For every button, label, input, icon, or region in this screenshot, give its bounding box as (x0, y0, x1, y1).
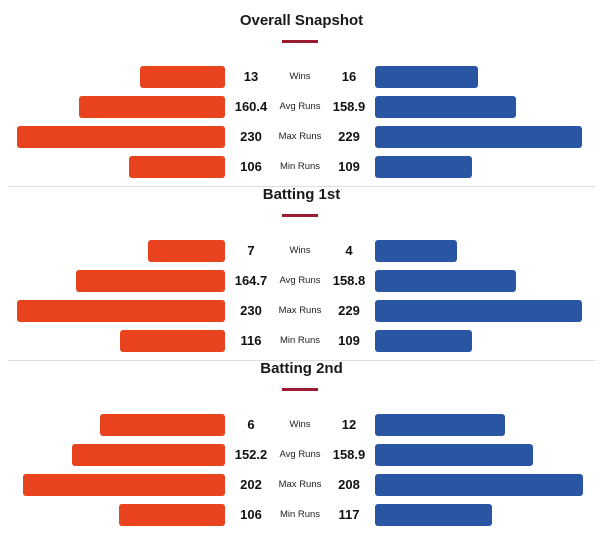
right-value: 158.8 (332, 273, 366, 288)
left-value: 202 (240, 477, 262, 492)
left-bar (129, 156, 225, 178)
right-bar (375, 66, 478, 88)
right-bar (375, 444, 534, 466)
stat-row: 152.2 Avg Runs 158.9 (0, 444, 603, 466)
right-bar (375, 156, 472, 178)
right-value: 158.9 (332, 447, 366, 462)
left-value: 7 (247, 243, 255, 258)
right-value: 158.9 (332, 99, 366, 114)
stat-row: 106 Min Runs 109 (0, 156, 603, 178)
left-value: 106 (240, 507, 262, 522)
section-title: Batting 1st (262, 186, 341, 203)
chart-section: Batting 1st 7 Wins 4 164.7 Avg Runs 158.8 230 Ma… (0, 174, 603, 352)
right-value: 16 (341, 69, 357, 84)
section-title: Batting 2nd (260, 360, 343, 377)
stat-label: Min Runs (279, 161, 321, 172)
right-bar (375, 414, 505, 436)
stat-row: 164.7 Avg Runs 158.8 (0, 270, 603, 292)
stat-row: 230 Max Runs 229 (0, 126, 603, 148)
left-value: 160.4 (234, 99, 268, 114)
stat-row: 230 Max Runs 229 (0, 300, 603, 322)
right-bar (375, 474, 583, 496)
right-bar (375, 330, 472, 352)
left-bar (17, 126, 225, 148)
stat-row: 106 Min Runs 117 (0, 504, 603, 526)
left-value: 230 (240, 129, 262, 144)
left-bar (79, 96, 225, 118)
stat-label: Wins (289, 245, 311, 256)
right-value: 208 (338, 477, 360, 492)
title-underline (282, 40, 318, 43)
right-value: 229 (338, 303, 360, 318)
left-value: 106 (240, 159, 262, 174)
stat-label: Wins (289, 71, 311, 82)
section-title: Overall Snapshot (239, 12, 364, 29)
right-bar (375, 270, 517, 292)
right-bar (375, 96, 517, 118)
stat-row: 116 Min Runs 109 (0, 330, 603, 352)
right-bar (375, 126, 582, 148)
left-bar (72, 444, 225, 466)
left-value: 13 (243, 69, 259, 84)
stat-row: 7 Wins 4 (0, 240, 603, 262)
section-divider (8, 186, 595, 187)
left-value: 164.7 (234, 273, 268, 288)
chart-section: Batting 2nd 6 Wins 12 152.2 Avg Runs 158.9 202 M… (0, 348, 603, 526)
left-bar (23, 474, 225, 496)
right-value: 117 (338, 507, 360, 522)
left-bar (148, 240, 225, 262)
left-bar (17, 300, 225, 322)
stat-row: 13 Wins 16 (0, 66, 603, 88)
right-value: 109 (338, 159, 360, 174)
chart-section: Overall Snapshot 13 Wins 16 160.4 Avg Runs 158… (0, 0, 603, 178)
stat-label: Max Runs (278, 305, 322, 316)
right-value: 4 (345, 243, 353, 258)
left-value: 152.2 (234, 447, 268, 462)
right-bar (375, 300, 582, 322)
stat-row: 6 Wins 12 (0, 414, 603, 436)
left-bar (100, 414, 225, 436)
section-divider (8, 360, 595, 361)
stat-label: Max Runs (278, 131, 322, 142)
stat-label: Avg Runs (279, 449, 321, 460)
right-bar (375, 240, 458, 262)
left-bar (139, 66, 225, 88)
stat-row: 160.4 Avg Runs 158.9 (0, 96, 603, 118)
title-underline (282, 388, 318, 391)
left-bar (119, 330, 225, 352)
right-bar (375, 504, 492, 526)
stat-label: Max Runs (278, 479, 322, 490)
stat-label: Min Runs (279, 335, 321, 346)
left-bar (118, 504, 225, 526)
left-bar (76, 270, 225, 292)
stat-label: Avg Runs (279, 101, 321, 112)
right-value: 229 (338, 129, 360, 144)
stat-row: 202 Max Runs 208 (0, 474, 603, 496)
left-value: 230 (240, 303, 262, 318)
stat-label: Min Runs (279, 509, 321, 520)
left-value: 116 (240, 333, 262, 348)
right-value: 12 (341, 417, 357, 432)
left-value: 6 (247, 417, 255, 432)
stat-label: Avg Runs (279, 275, 321, 286)
title-underline (282, 214, 318, 217)
stat-label: Wins (289, 419, 311, 430)
right-value: 109 (338, 333, 360, 348)
